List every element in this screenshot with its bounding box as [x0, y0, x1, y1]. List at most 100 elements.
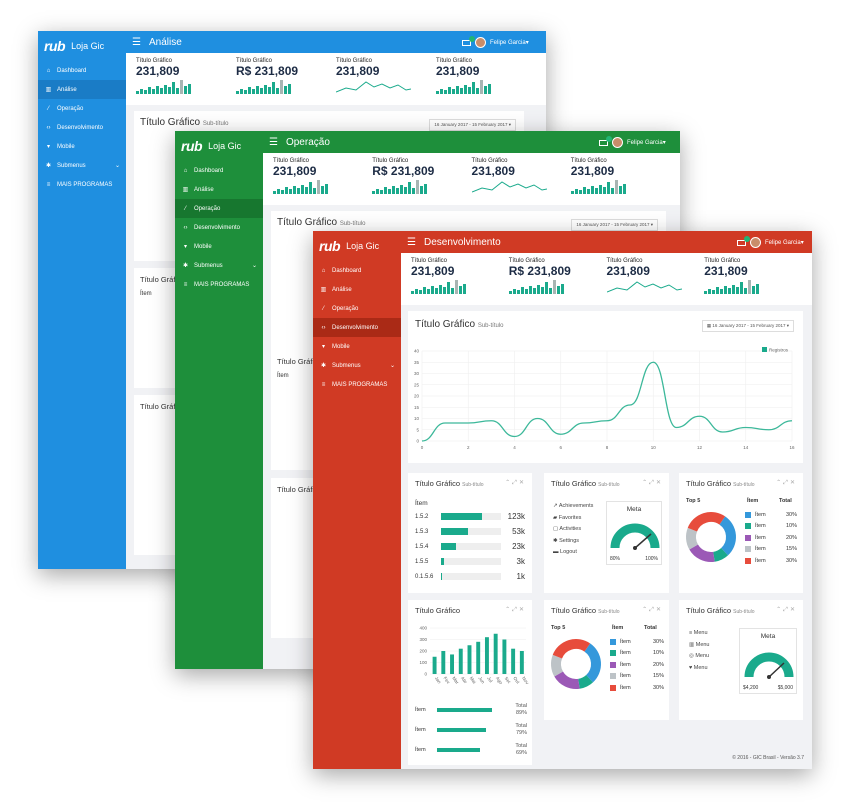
link-logout[interactable]: ▬ Logout [553, 549, 577, 555]
menu-item-analise[interactable]: ▥ Análise [38, 80, 126, 99]
gear-icon: ✱ [45, 162, 52, 169]
code-icon: ‹› [46, 124, 51, 131]
menu-item-submenus[interactable]: ✱ Submenus ⌄ [38, 156, 126, 175]
y-tick-label: 5 [416, 427, 419, 432]
menu-item-submenus[interactable]: ✱ Submenus ⌄ [313, 356, 401, 375]
row-value: 123k [507, 512, 525, 521]
gear-icon: ✱ [553, 537, 560, 544]
user-menu[interactable]: Felipe Garcia ▾ [599, 135, 666, 148]
menu-item-desenvolvimento[interactable]: ‹› Desenvolvimento [313, 318, 401, 337]
sparkline-bar [160, 88, 163, 94]
main-chart-panel: Título Gráfico Sub-título ▦ 16 January 2… [408, 311, 803, 463]
bar [502, 639, 507, 674]
gear-icon: ✱ [182, 262, 189, 269]
sparkline-bar [459, 286, 462, 294]
link-achievements[interactable]: ↗ Achievements [553, 503, 594, 509]
stat-value: 231,809 [436, 64, 480, 78]
sparkline-bar [236, 91, 239, 94]
mail-icon[interactable] [737, 235, 750, 246]
menu-item-operacao[interactable]: ⁄ Operação [313, 299, 401, 318]
menu-link[interactable]: ≡ Menu [689, 630, 708, 636]
menu-item-mobile[interactable]: ▾ Mobile [38, 137, 126, 156]
menu-item-mais-programas[interactable]: ≡ MAIS PROGRAMAS [175, 275, 263, 294]
sparkline-bar [288, 84, 291, 94]
menu-item-operacao[interactable]: ⁄ Operação [175, 199, 263, 218]
link-list: ↗ Achievements ▰ Favorites ▢ Activities … [553, 501, 593, 559]
topbar: ☰ Desenvolvimento [401, 231, 812, 253]
panel-controls[interactable]: ⌃⤢✕ [505, 480, 526, 486]
menu-item-mobile[interactable]: ▾ Mobile [313, 337, 401, 356]
panel-controls[interactable]: ⌃⤢✕ [642, 607, 663, 613]
user-menu[interactable]: Felipe Garcia ▾ [737, 235, 804, 248]
user-menu[interactable]: Felipe Garcia ▾ [462, 35, 529, 48]
date-range-picker[interactable]: 16 January 2017 - 15 February 2017 ▾ [571, 219, 658, 231]
sparkline-bar [435, 288, 438, 294]
panel-controls[interactable]: ⌃⤢✕ [642, 480, 663, 486]
sparkline-bar [264, 85, 267, 94]
sparkline-bar [273, 191, 276, 194]
menu-item-mais-programas[interactable]: ≡ MAIS PROGRAMAS [38, 175, 126, 194]
gauge-title: Meta [760, 633, 776, 640]
legend-swatch [610, 661, 616, 668]
menu-item-desenvolvimento[interactable]: ‹› Desenvolvimento [38, 118, 126, 137]
mail-icon[interactable] [462, 35, 475, 46]
hamburger-icon[interactable]: ☰ [407, 236, 416, 248]
bar [493, 633, 498, 674]
menu-link[interactable]: ◎ Menu [689, 653, 710, 659]
menu-link[interactable]: ▥ Menu [689, 641, 710, 648]
row-total: Total 89% [515, 703, 527, 717]
list-icon: ≡ [183, 281, 188, 288]
cart-icon: ▾ [321, 343, 325, 350]
menu-item-analise[interactable]: ▥ Análise [175, 180, 263, 199]
link-settings[interactable]: ✱ Settings [553, 537, 580, 544]
menu-item-desenvolvimento[interactable]: ‹› Desenvolvimento [175, 218, 263, 237]
panel-controls[interactable]: ⌃⤢✕ [505, 607, 526, 613]
menu-item-operacao[interactable]: ⁄ Operação [38, 99, 126, 118]
panel-controls[interactable]: ⌃⤢✕ [776, 607, 797, 613]
sparkline-bar [424, 184, 428, 194]
menu-link[interactable]: ♥ Menu [689, 664, 708, 671]
menu-item-mobile[interactable]: ▾ Mobile [175, 237, 263, 256]
x-tick-label: Abr [460, 676, 468, 685]
menu-item-mais-programas[interactable]: ≡ MAIS PROGRAMAS [313, 375, 401, 394]
link-activities[interactable]: ▢ Activities [553, 526, 582, 532]
sparkline-bar [536, 285, 540, 294]
bar [519, 651, 524, 674]
y-tick-label: 40 [414, 349, 420, 354]
hamburger-icon[interactable]: ☰ [132, 36, 141, 48]
date-range-picker[interactable]: 16 January 2017 - 15 February 2017 ▾ [429, 119, 516, 131]
sparkline-bar [570, 191, 574, 194]
panel-title: Título Gráfico [140, 275, 186, 284]
row-value: 1k [516, 572, 525, 581]
date-range-picker[interactable]: ▦ 16 January 2017 - 15 February 2017 ▾ [701, 320, 794, 332]
panel-controls[interactable]: ⌃⤢✕ [776, 480, 797, 486]
sparkline-bar [321, 186, 324, 194]
stat-value: R$ 231,809 [372, 164, 435, 178]
bar [432, 656, 437, 674]
sparkline-bars [273, 180, 372, 194]
stat-card: Título Gráfico 231,809 [136, 58, 236, 100]
menu-item-dashboard[interactable]: ⌂ Dashboard [175, 161, 263, 180]
calendar-icon: ▢ [553, 526, 560, 532]
progress-bar [437, 728, 499, 732]
legend-swatch [745, 511, 751, 518]
stat-card: Título Gráfico R$ 231,809 [508, 258, 607, 300]
menu-label: Dashboard [57, 67, 87, 74]
hamburger-icon[interactable]: ☰ [269, 136, 278, 148]
link-favorites[interactable]: ▰ Favorites [553, 514, 582, 521]
progress-bar [437, 708, 499, 712]
stat-card: Título Gráfico 231,809 [606, 258, 705, 300]
menu-item-submenus[interactable]: ✱ Submenus ⌄ [175, 256, 263, 275]
legend-row: Ítem 30% [745, 555, 797, 567]
menu-label: Dashboard [194, 167, 224, 174]
menu-item-dashboard[interactable]: ⌂ Dashboard [38, 61, 126, 80]
mail-icon[interactable] [599, 135, 612, 146]
donut-slice [689, 544, 715, 562]
menu-item-analise[interactable]: ▥ Análise [313, 280, 401, 299]
stat-card: Título Gráfico 231,809 [335, 58, 436, 100]
sparkline-bars [704, 280, 802, 294]
menu-item-dashboard[interactable]: ⌂ Dashboard [313, 261, 401, 280]
stat-label: Título Gráfico [136, 58, 173, 64]
legend-item: Ítem [620, 638, 631, 645]
donut-slice [577, 674, 593, 689]
